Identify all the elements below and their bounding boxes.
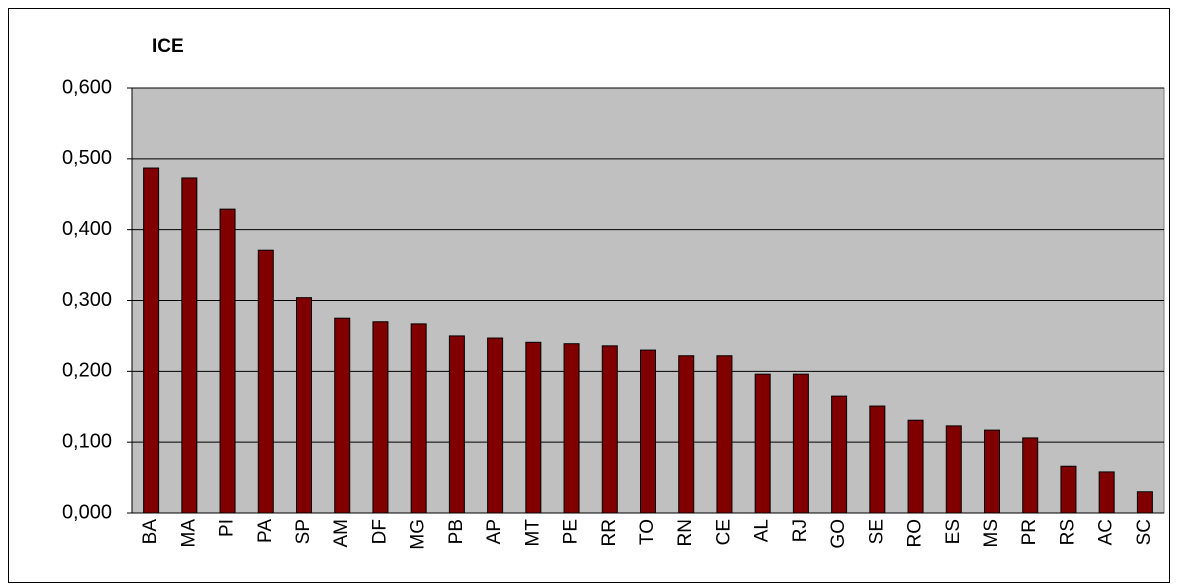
bar	[1060, 465, 1077, 514]
bar	[984, 429, 1000, 514]
bar	[869, 405, 886, 514]
bar	[907, 419, 924, 514]
x-tick-label: RJ	[790, 519, 811, 542]
bar	[716, 355, 733, 514]
y-tick-label: 0,400	[62, 218, 112, 240]
bar	[1098, 471, 1115, 514]
bar	[143, 167, 160, 514]
bar	[640, 349, 656, 514]
bar	[410, 323, 427, 514]
chart-title: ICE	[152, 36, 184, 57]
x-tick-label: AM	[331, 519, 352, 548]
bar	[754, 373, 771, 514]
bar	[525, 341, 542, 514]
bar	[181, 177, 198, 514]
bar	[601, 345, 618, 514]
y-tick-label: 0,600	[62, 76, 112, 98]
x-tick-label: AC	[1096, 519, 1117, 545]
x-tick-label: PE	[561, 519, 582, 544]
x-tick-label: SC	[1134, 519, 1155, 545]
x-tick-label: RS	[1057, 519, 1078, 545]
y-tick-label: 0,000	[62, 501, 112, 523]
bar	[334, 317, 351, 514]
y-tick-label: 0,100	[62, 430, 112, 452]
x-tick-label: TO	[637, 519, 658, 545]
x-tick-label: PR	[1019, 519, 1040, 545]
x-tick-label: SE	[866, 519, 887, 544]
bar	[448, 335, 465, 514]
x-tick-label: AL	[752, 519, 773, 542]
bar	[372, 321, 389, 514]
x-tick-label: RR	[599, 519, 620, 546]
bar	[792, 373, 809, 514]
bar	[678, 355, 695, 514]
x-tick-label: RN	[675, 519, 696, 546]
x-tick-label: DF	[369, 519, 390, 544]
x-tick-label: PI	[217, 519, 238, 537]
bar	[1022, 437, 1039, 514]
x-tick-label: RO	[905, 519, 926, 548]
x-tick-label: SP	[293, 519, 314, 544]
x-tick-label: BA	[140, 519, 161, 545]
x-tick-label: ES	[943, 519, 964, 544]
bar	[296, 297, 312, 514]
bar	[563, 343, 580, 514]
y-tick-label: 0,500	[62, 147, 112, 169]
x-tick-label: GO	[828, 519, 849, 549]
x-tick-label: MG	[408, 519, 429, 550]
x-tick-label: MS	[981, 519, 1002, 548]
bar	[1136, 491, 1153, 514]
bar	[257, 249, 274, 514]
x-tick-label: MT	[522, 519, 543, 547]
x-tick-label: PB	[446, 519, 467, 544]
bar	[831, 395, 848, 514]
bar	[945, 425, 962, 514]
bar	[487, 337, 504, 514]
x-tick-label: CE	[713, 519, 734, 545]
y-tick-label: 0,200	[62, 360, 112, 382]
bar	[219, 208, 236, 514]
x-tick-label: PA	[255, 519, 276, 543]
x-tick-label: AP	[484, 519, 505, 544]
y-tick-label: 0,300	[62, 289, 112, 311]
x-tick-label: MA	[178, 519, 199, 548]
